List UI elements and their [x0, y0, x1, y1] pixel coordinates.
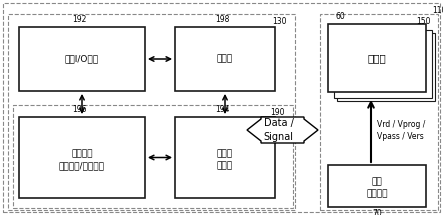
Bar — [320, 14, 438, 210]
Text: Signal: Signal — [264, 132, 294, 142]
Bar — [334, 30, 432, 98]
Bar — [175, 117, 275, 198]
Text: 数据I/O电路: 数据I/O电路 — [65, 54, 99, 63]
Text: 194: 194 — [215, 105, 229, 114]
Text: 收发器: 收发器 — [217, 54, 233, 63]
Bar — [175, 27, 275, 91]
Text: Vrd / Vprog /: Vrd / Vprog / — [377, 120, 425, 129]
Text: Data /: Data / — [264, 118, 293, 128]
Text: 优先级: 优先级 — [217, 149, 233, 158]
Text: 存储块: 存储块 — [368, 53, 386, 63]
Bar — [19, 27, 145, 91]
Text: Vpass / Vers: Vpass / Vers — [377, 132, 424, 141]
Text: 60: 60 — [336, 12, 346, 21]
Text: 检查器: 检查器 — [217, 161, 233, 170]
Text: 198: 198 — [215, 15, 229, 24]
Text: （编码器/解码器）: （编码器/解码器） — [59, 161, 105, 170]
Text: 电压: 电压 — [372, 178, 382, 186]
Bar — [328, 165, 426, 207]
Bar — [328, 24, 426, 92]
Text: 196: 196 — [72, 105, 86, 114]
Text: 擦除码器: 擦除码器 — [71, 149, 93, 158]
Text: 190: 190 — [270, 108, 284, 117]
Text: 130: 130 — [272, 17, 287, 26]
Text: 192: 192 — [72, 15, 86, 24]
Bar — [19, 117, 145, 198]
Text: 150: 150 — [416, 17, 431, 26]
Bar — [13, 105, 293, 208]
Bar — [337, 33, 435, 101]
Text: 110: 110 — [432, 6, 443, 15]
Bar — [8, 14, 295, 210]
Text: 供应电路: 供应电路 — [366, 189, 388, 198]
Polygon shape — [247, 117, 318, 143]
Text: 70: 70 — [372, 209, 382, 215]
